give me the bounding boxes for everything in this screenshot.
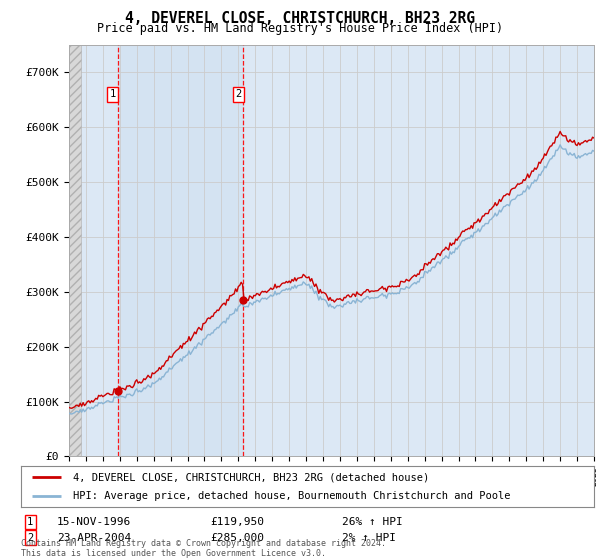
Text: 1: 1 <box>27 517 33 527</box>
Text: £119,950: £119,950 <box>210 517 264 527</box>
Bar <box>69 45 81 456</box>
Text: 23-APR-2004: 23-APR-2004 <box>57 533 131 543</box>
Bar <box>594 45 600 456</box>
Text: 2% ↑ HPI: 2% ↑ HPI <box>342 533 396 543</box>
Text: 15-NOV-1996: 15-NOV-1996 <box>57 517 131 527</box>
Text: HPI: Average price, detached house, Bournemouth Christchurch and Poole: HPI: Average price, detached house, Bour… <box>73 491 510 501</box>
Text: 2: 2 <box>235 89 241 99</box>
Text: 4, DEVEREL CLOSE, CHRISTCHURCH, BH23 2RG (detached house): 4, DEVEREL CLOSE, CHRISTCHURCH, BH23 2RG… <box>73 473 429 482</box>
Bar <box>118 45 244 456</box>
Text: Price paid vs. HM Land Registry's House Price Index (HPI): Price paid vs. HM Land Registry's House … <box>97 22 503 35</box>
Text: 1: 1 <box>110 89 116 99</box>
Text: 26% ↑ HPI: 26% ↑ HPI <box>342 517 403 527</box>
Text: £285,000: £285,000 <box>210 533 264 543</box>
Text: Contains HM Land Registry data © Crown copyright and database right 2024.
This d: Contains HM Land Registry data © Crown c… <box>21 539 386 558</box>
Text: 4, DEVEREL CLOSE, CHRISTCHURCH, BH23 2RG: 4, DEVEREL CLOSE, CHRISTCHURCH, BH23 2RG <box>125 11 475 26</box>
Text: 2: 2 <box>27 533 33 543</box>
